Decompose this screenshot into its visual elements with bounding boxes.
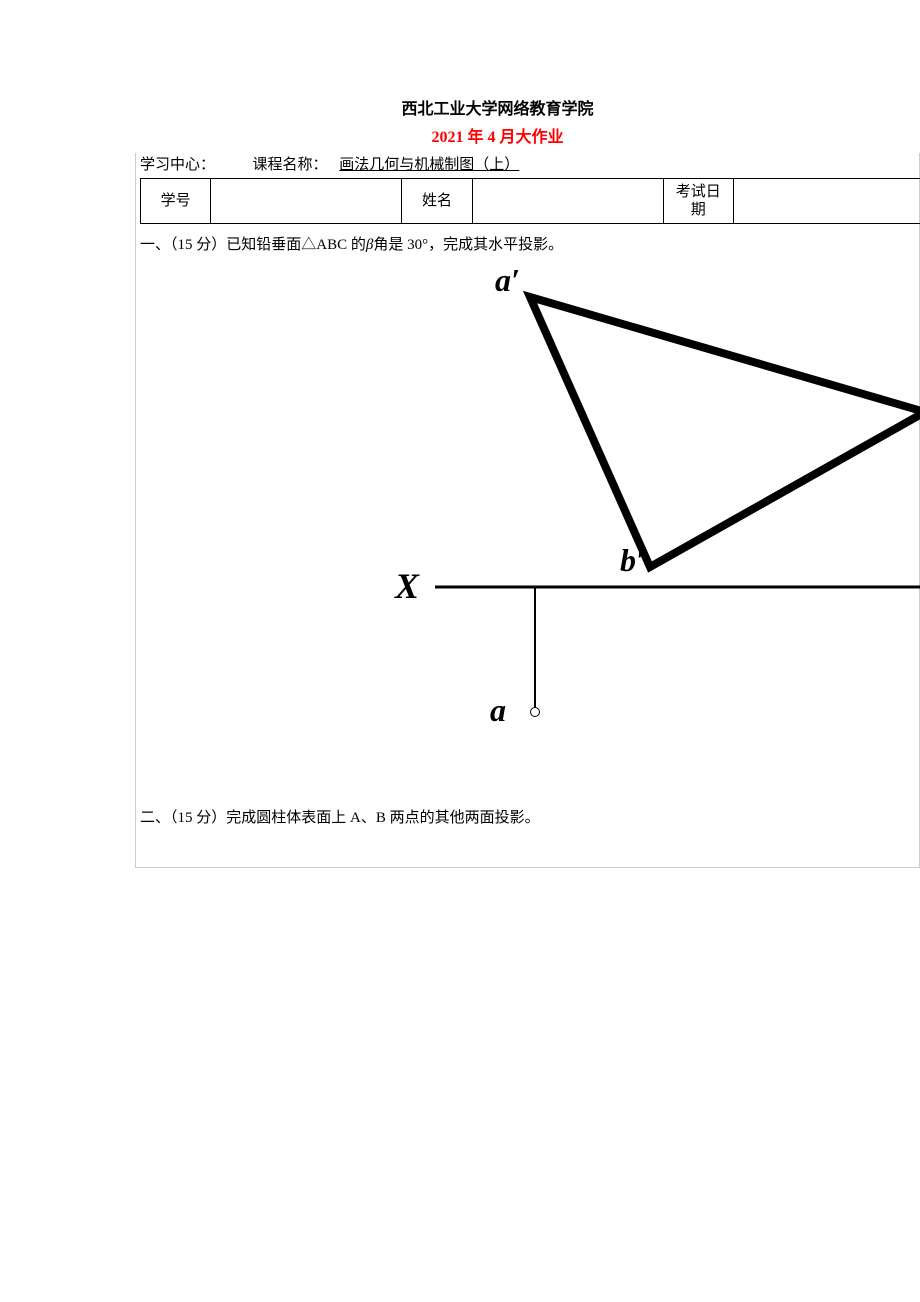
label-a-prime: a′ [495, 262, 520, 299]
info-table: 学号 姓名 考试日期 [140, 178, 920, 224]
course-label: 课程名称： [253, 157, 328, 173]
student-id-label: 学号 [141, 179, 211, 224]
course-line: 学习中心： 课程名称： 画法几何与机械制图（上） [140, 153, 915, 174]
exam-date-value[interactable] [733, 179, 920, 224]
question-2: 二、（15 分）完成圆柱体表面上 A、B 两点的其他两面投影。 [140, 807, 915, 830]
name-label: 姓名 [402, 179, 472, 224]
label-a: a [490, 692, 506, 729]
assignment-title: 2021 年 4 月大作业 [135, 123, 920, 147]
triangle [530, 297, 920, 567]
label-b-prime: b′ [620, 542, 645, 579]
center-label: 学习中心： [140, 157, 215, 173]
institution-title: 西北工业大学网络教育学院 [135, 95, 920, 119]
label-x-axis: X [395, 565, 419, 607]
diagram-q1: a′ b′ X a [140, 267, 920, 767]
q1-prefix: 一、（15 分）已知铅垂面△ABC 的 [140, 237, 366, 253]
course-name: 画法几何与机械制图（上） [331, 157, 527, 173]
student-id-value[interactable] [211, 179, 402, 224]
diagram-svg [140, 267, 920, 767]
exam-date-label: 考试日期 [663, 179, 733, 224]
name-value[interactable] [472, 179, 663, 224]
q1-suffix: 角是 30°，完成其水平投影。 [373, 237, 563, 253]
point-a-circle [530, 707, 540, 717]
question-1: 一、（15 分）已知铅垂面△ABC 的β角是 30°，完成其水平投影。 [140, 234, 915, 257]
